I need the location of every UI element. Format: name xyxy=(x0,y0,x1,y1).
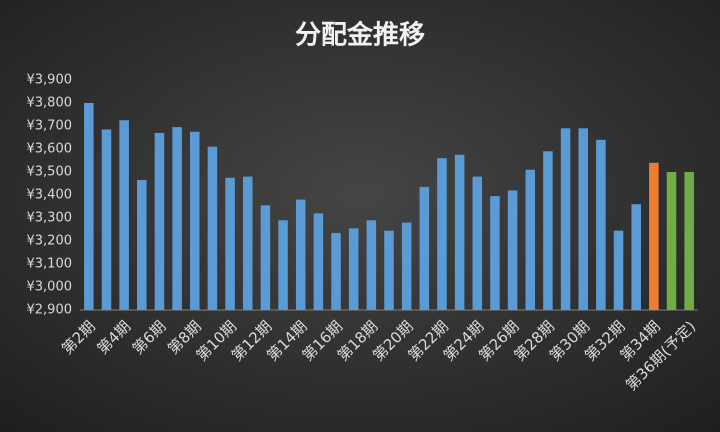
bar xyxy=(631,204,641,310)
y-tick-label: ¥3,600 xyxy=(27,142,73,157)
bar xyxy=(613,230,624,310)
bar xyxy=(401,222,412,310)
bar xyxy=(649,162,659,310)
bar xyxy=(207,146,218,310)
bar xyxy=(260,205,271,310)
bar xyxy=(419,186,430,310)
bar xyxy=(313,213,324,310)
bar xyxy=(366,220,377,310)
bar xyxy=(560,128,571,310)
bar xyxy=(331,232,341,310)
y-tick-label: ¥3,000 xyxy=(27,280,73,295)
bar xyxy=(507,190,518,310)
bar xyxy=(666,172,677,310)
bar xyxy=(84,103,94,310)
y-tick-label: ¥3,400 xyxy=(27,188,73,203)
y-tick-label: ¥3,800 xyxy=(27,96,73,111)
bar xyxy=(119,120,129,310)
y-tick-label: ¥3,700 xyxy=(27,119,73,134)
bar xyxy=(348,228,359,310)
y-tick-label: ¥3,900 xyxy=(27,73,73,88)
bar xyxy=(172,127,182,311)
bar xyxy=(225,177,235,310)
bar xyxy=(454,154,465,310)
bar xyxy=(490,196,500,310)
y-tick-label: ¥3,300 xyxy=(27,211,73,226)
bar xyxy=(154,132,165,310)
y-tick-label: ¥3,500 xyxy=(27,165,73,180)
bar xyxy=(137,180,147,310)
bar xyxy=(242,176,253,310)
bar xyxy=(101,129,112,310)
bar xyxy=(525,169,536,310)
bar xyxy=(278,220,288,310)
bar xyxy=(684,172,694,310)
bar xyxy=(578,128,588,310)
bar xyxy=(384,230,394,310)
bar xyxy=(472,176,483,310)
bar xyxy=(437,158,447,310)
bar xyxy=(543,151,553,310)
y-tick-label: ¥3,200 xyxy=(27,234,73,249)
y-tick-label: ¥3,100 xyxy=(27,257,73,272)
bar xyxy=(596,139,606,310)
chart-title: 分配金推移 xyxy=(295,20,425,51)
y-tick-label: ¥2,900 xyxy=(27,303,73,318)
bar xyxy=(295,199,306,310)
bar xyxy=(190,131,200,310)
